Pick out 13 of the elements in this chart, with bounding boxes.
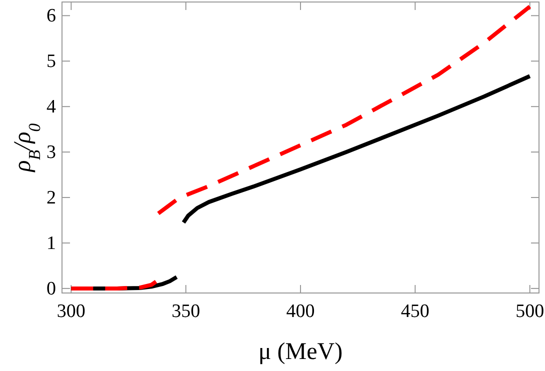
x-axis-title: μ (MeV): [258, 339, 343, 365]
y-tick-label: 2: [46, 188, 56, 209]
x-tick-label: 300: [56, 301, 86, 322]
x-tick-label: 450: [400, 301, 430, 322]
x-tick-label: 350: [172, 301, 200, 322]
y-tick-label: 0: [46, 278, 56, 300]
y-tick-label: 5: [46, 51, 56, 72]
y-tick-label: 1: [46, 232, 56, 254]
x-tick-label: 500: [516, 301, 544, 322]
y-tick-label: 3: [46, 142, 56, 164]
y-tick-label: 6: [46, 6, 56, 27]
y-tick-label: 4: [46, 96, 56, 118]
x-tick-label: 400: [286, 301, 315, 322]
